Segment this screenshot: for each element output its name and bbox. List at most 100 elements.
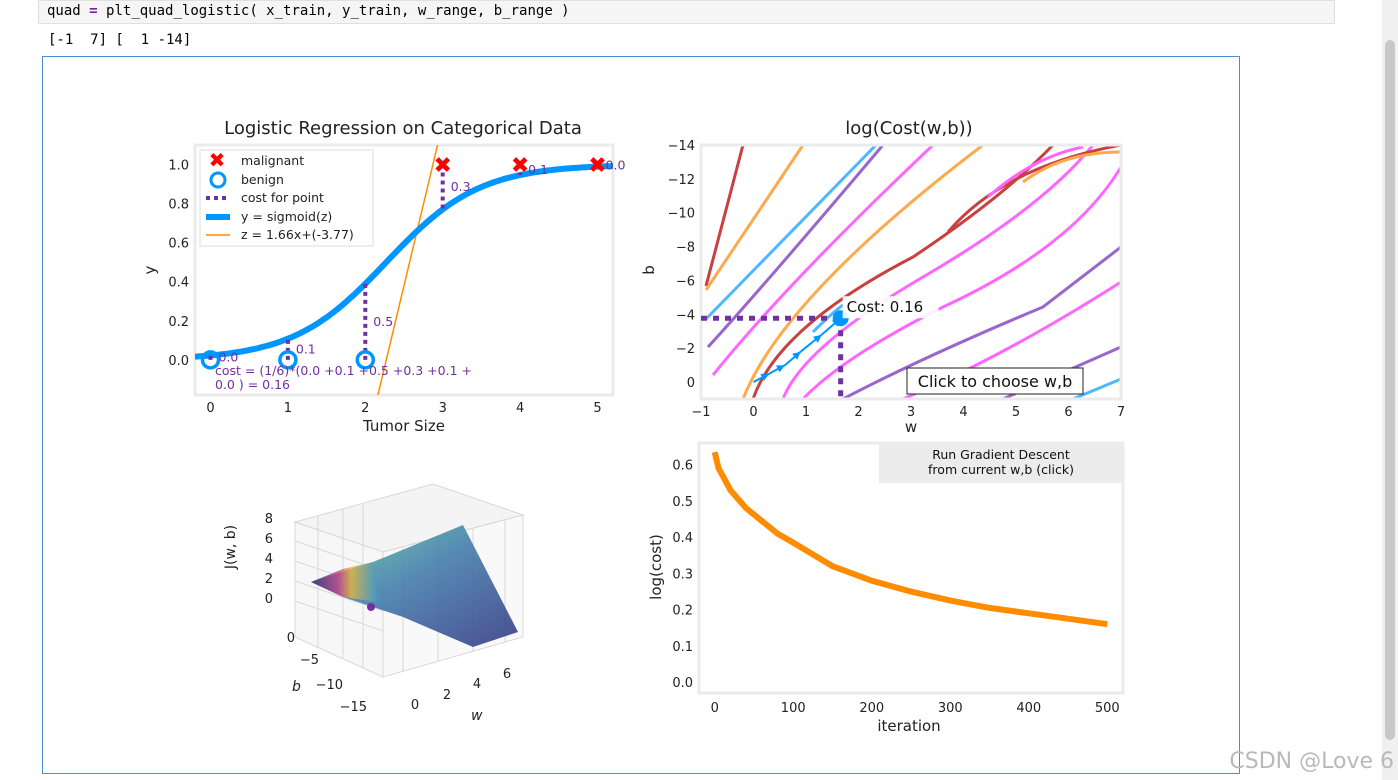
cost-curve (711, 451, 1108, 628)
p4-xtick: 100 (781, 701, 806, 716)
p2-ytick: −4 (676, 308, 695, 323)
choose-wb-button-box[interactable] (906, 367, 1084, 395)
p3-ztick: 0 (265, 592, 273, 607)
cost-label: 0.0 (606, 158, 626, 173)
p2-ytick: −2 (676, 342, 695, 357)
legend-circle-icon (209, 171, 227, 189)
p2-xtick: 6 (1064, 405, 1072, 420)
p2-xlabel: w (905, 418, 917, 436)
p1-ytick: 0.8 (168, 198, 189, 213)
p3-surface (311, 525, 518, 647)
p4-ytick: 0.6 (672, 459, 693, 474)
figure-widget[interactable]: Logistic Regression on Categorical Data … (42, 56, 1240, 774)
p3-wtick: 6 (503, 667, 511, 682)
page-scrollbar[interactable] (1382, 0, 1398, 780)
choose-wb-button-label[interactable]: Click to choose w,b (918, 372, 1072, 391)
p1-plot: 0.00.10.50.30.1 0.0✖ ✖ ✖ (195, 145, 626, 395)
p1-xtick: 0 (206, 401, 214, 416)
p2-xtick: −1 (691, 405, 710, 420)
code-cell[interactable]: quad = plt_quad_logistic( x_train, y_tra… (38, 0, 1335, 24)
p2-ytick: −12 (668, 173, 695, 188)
choose-wb-button[interactable]: Click to choose w,b (906, 367, 1084, 395)
p1-frame (193, 143, 615, 397)
sigmoid-curve (195, 163, 613, 360)
contour-line (704, 145, 878, 321)
contour-line (1022, 150, 1121, 184)
p2-ytick: −10 (668, 207, 695, 222)
code-operator: = (89, 3, 98, 19)
p3-surface-valley (311, 562, 378, 602)
p1-yticks: 0.0 0.2 0.4 0.6 0.8 1.0 (168, 159, 189, 369)
contour-line (987, 145, 1084, 199)
run-gd-button-line1[interactable]: Run Gradient Descent (932, 447, 1070, 462)
cost-label: 0.1 (528, 162, 548, 177)
p4-xlabel: iteration (877, 717, 940, 735)
p3-zlabel: J(w, b) (223, 525, 239, 570)
p1-ytick: 1.0 (168, 159, 189, 174)
legend-x-marker-icon: ✖ (209, 148, 226, 172)
contour-line (704, 145, 745, 287)
p4-plot (711, 451, 1108, 628)
p1-xlabel: Tumor Size (362, 417, 445, 435)
p4-xtick: 200 (859, 701, 884, 716)
p4-ylabel: log(cost) (647, 534, 665, 600)
p4-xtick: 300 (938, 701, 963, 716)
p2-xticks: −1 0 1 2 3 4 5 6 7 (691, 405, 1125, 420)
p2-xtick: 7 (1117, 405, 1125, 420)
p4-xtick: 500 (1095, 701, 1120, 716)
p1-legend: ✖ malignant benign cost for point y = si… (199, 148, 374, 247)
p3-wtick: 2 (443, 688, 451, 703)
p1-legend-box (199, 149, 374, 247)
p1-xtick: 1 (284, 401, 292, 416)
legend-benign: benign (241, 172, 284, 187)
code-var: quad (47, 3, 81, 19)
p3-surface-plot: 8 6 4 2 0 0 −5 −10 −15 0 2 4 6 J(w, b) b… (223, 483, 525, 724)
p2-xtick: 2 (854, 405, 862, 420)
contour-line (711, 145, 935, 376)
contour-line (741, 145, 984, 399)
cost-label: 0.3 (451, 179, 471, 194)
p2-ytick: −6 (676, 274, 695, 289)
p1-ytick: 0.2 (168, 315, 189, 330)
run-gd-button-line2[interactable]: from current w,b (click) (928, 462, 1074, 477)
p4-ytick: 0.5 (672, 495, 693, 510)
p2-xtick: 0 (749, 405, 757, 420)
contour-line (781, 145, 1095, 399)
run-gd-button-box[interactable] (879, 443, 1123, 483)
p1-title: Logistic Regression on Categorical Data (224, 118, 582, 139)
benign-point (278, 350, 298, 370)
p3-ztick: 6 (265, 532, 273, 547)
watermark: CSDN @Love 6 (1229, 749, 1394, 774)
p3-wtick: 4 (473, 677, 481, 692)
p2-xtick: 1 (802, 405, 810, 420)
legend-z: z = 1.66x+(-3.77) (241, 227, 354, 242)
p2-overlay: Cost: 0.16 (701, 296, 939, 399)
p1-ylabel: y (141, 265, 159, 274)
p3-btick: −15 (340, 700, 367, 715)
p3-ztick: 8 (265, 512, 273, 527)
p4-xtick: 0 (711, 701, 719, 716)
p3-grid (294, 600, 384, 632)
cost-label: 0.0 (218, 350, 238, 365)
p1-ytick: 0.6 (168, 237, 189, 252)
p4-ytick: 0.1 (672, 640, 693, 655)
p3-current-point (367, 603, 375, 611)
malignant-point: ✖ (433, 154, 451, 179)
scrollbar-thumb[interactable] (1385, 40, 1395, 740)
p2-contours (704, 145, 1121, 399)
p2-title: log(Cost(w,b)) (845, 118, 972, 139)
p4-ytick: 0.2 (672, 604, 693, 619)
p3-blabel: b (292, 679, 301, 695)
legend-malignant: malignant (241, 153, 304, 168)
p1-cost-text-2: 0.0 ) = 0.16 (215, 377, 290, 392)
p2-xtick: 3 (907, 405, 915, 420)
p1-ytick: 0.0 (168, 354, 189, 369)
p2-xtick: 4 (959, 405, 967, 420)
malignant-point: ✖ (511, 154, 529, 179)
benign-point (200, 350, 221, 370)
cost-label: 0.1 (296, 341, 316, 356)
cell-output: [-1 7] [ 1 -14] (48, 32, 192, 48)
run-gradient-descent-button[interactable]: Run Gradient Descent from current w,b (c… (879, 443, 1123, 483)
p3-btick: 0 (287, 631, 295, 646)
legend-cost: cost for point (241, 190, 324, 205)
